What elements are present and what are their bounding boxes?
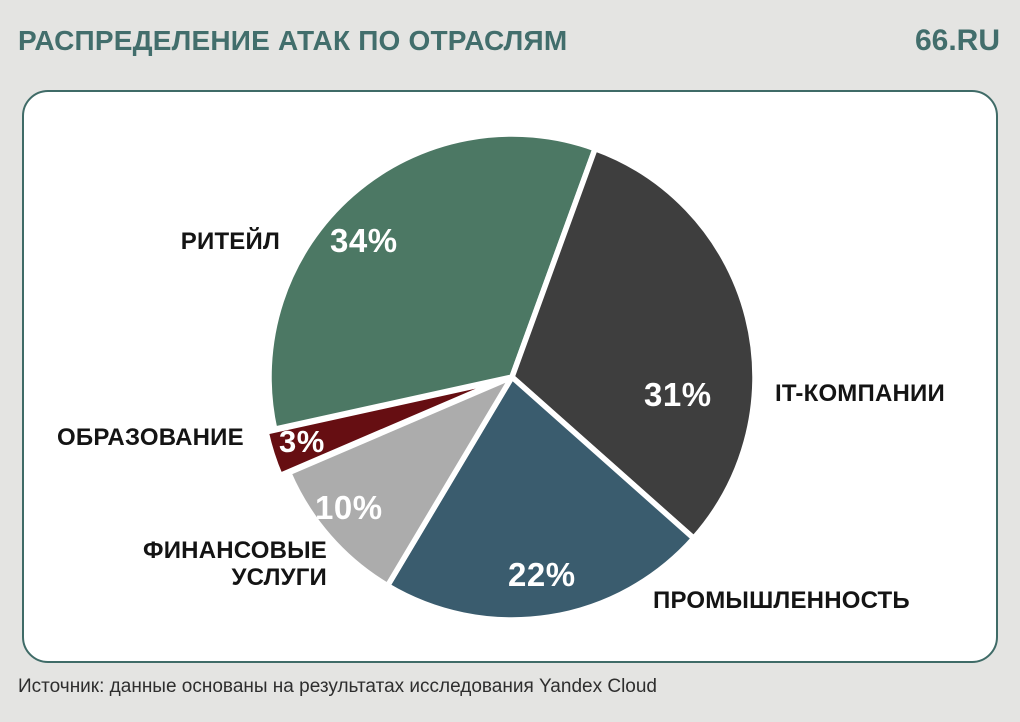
slice-value-financial-services: 10% xyxy=(315,489,383,526)
header: РАСПРЕДЕЛЕНИЕ АТАК ПО ОТРАСЛЯМ 66.RU xyxy=(18,24,1000,58)
brand-logo: 66.RU xyxy=(914,24,1000,57)
page-title: РАСПРЕДЕЛЕНИЕ АТАК ПО ОТРАСЛЯМ xyxy=(18,25,568,56)
slice-label-education: ОБРАЗОВАНИЕ xyxy=(57,424,244,451)
slice-value-education: 3% xyxy=(279,424,325,459)
slice-value-retail: 34% xyxy=(330,222,398,259)
slice-label-it-companies: IT-КОМПАНИИ xyxy=(775,380,945,407)
slice-label-industry: ПРОМЫШЛЕННОСТЬ xyxy=(653,587,910,614)
slice-label-retail: РИТЕЙЛ xyxy=(180,228,280,255)
slice-value-industry: 22% xyxy=(508,556,576,593)
slice-value-it-companies: 31% xyxy=(644,376,712,413)
source-note: Источник: данные основаны на результатах… xyxy=(18,676,657,697)
slice-label-financial-services: ФИНАНСОВЫЕ УСЛУГИ xyxy=(143,537,327,591)
